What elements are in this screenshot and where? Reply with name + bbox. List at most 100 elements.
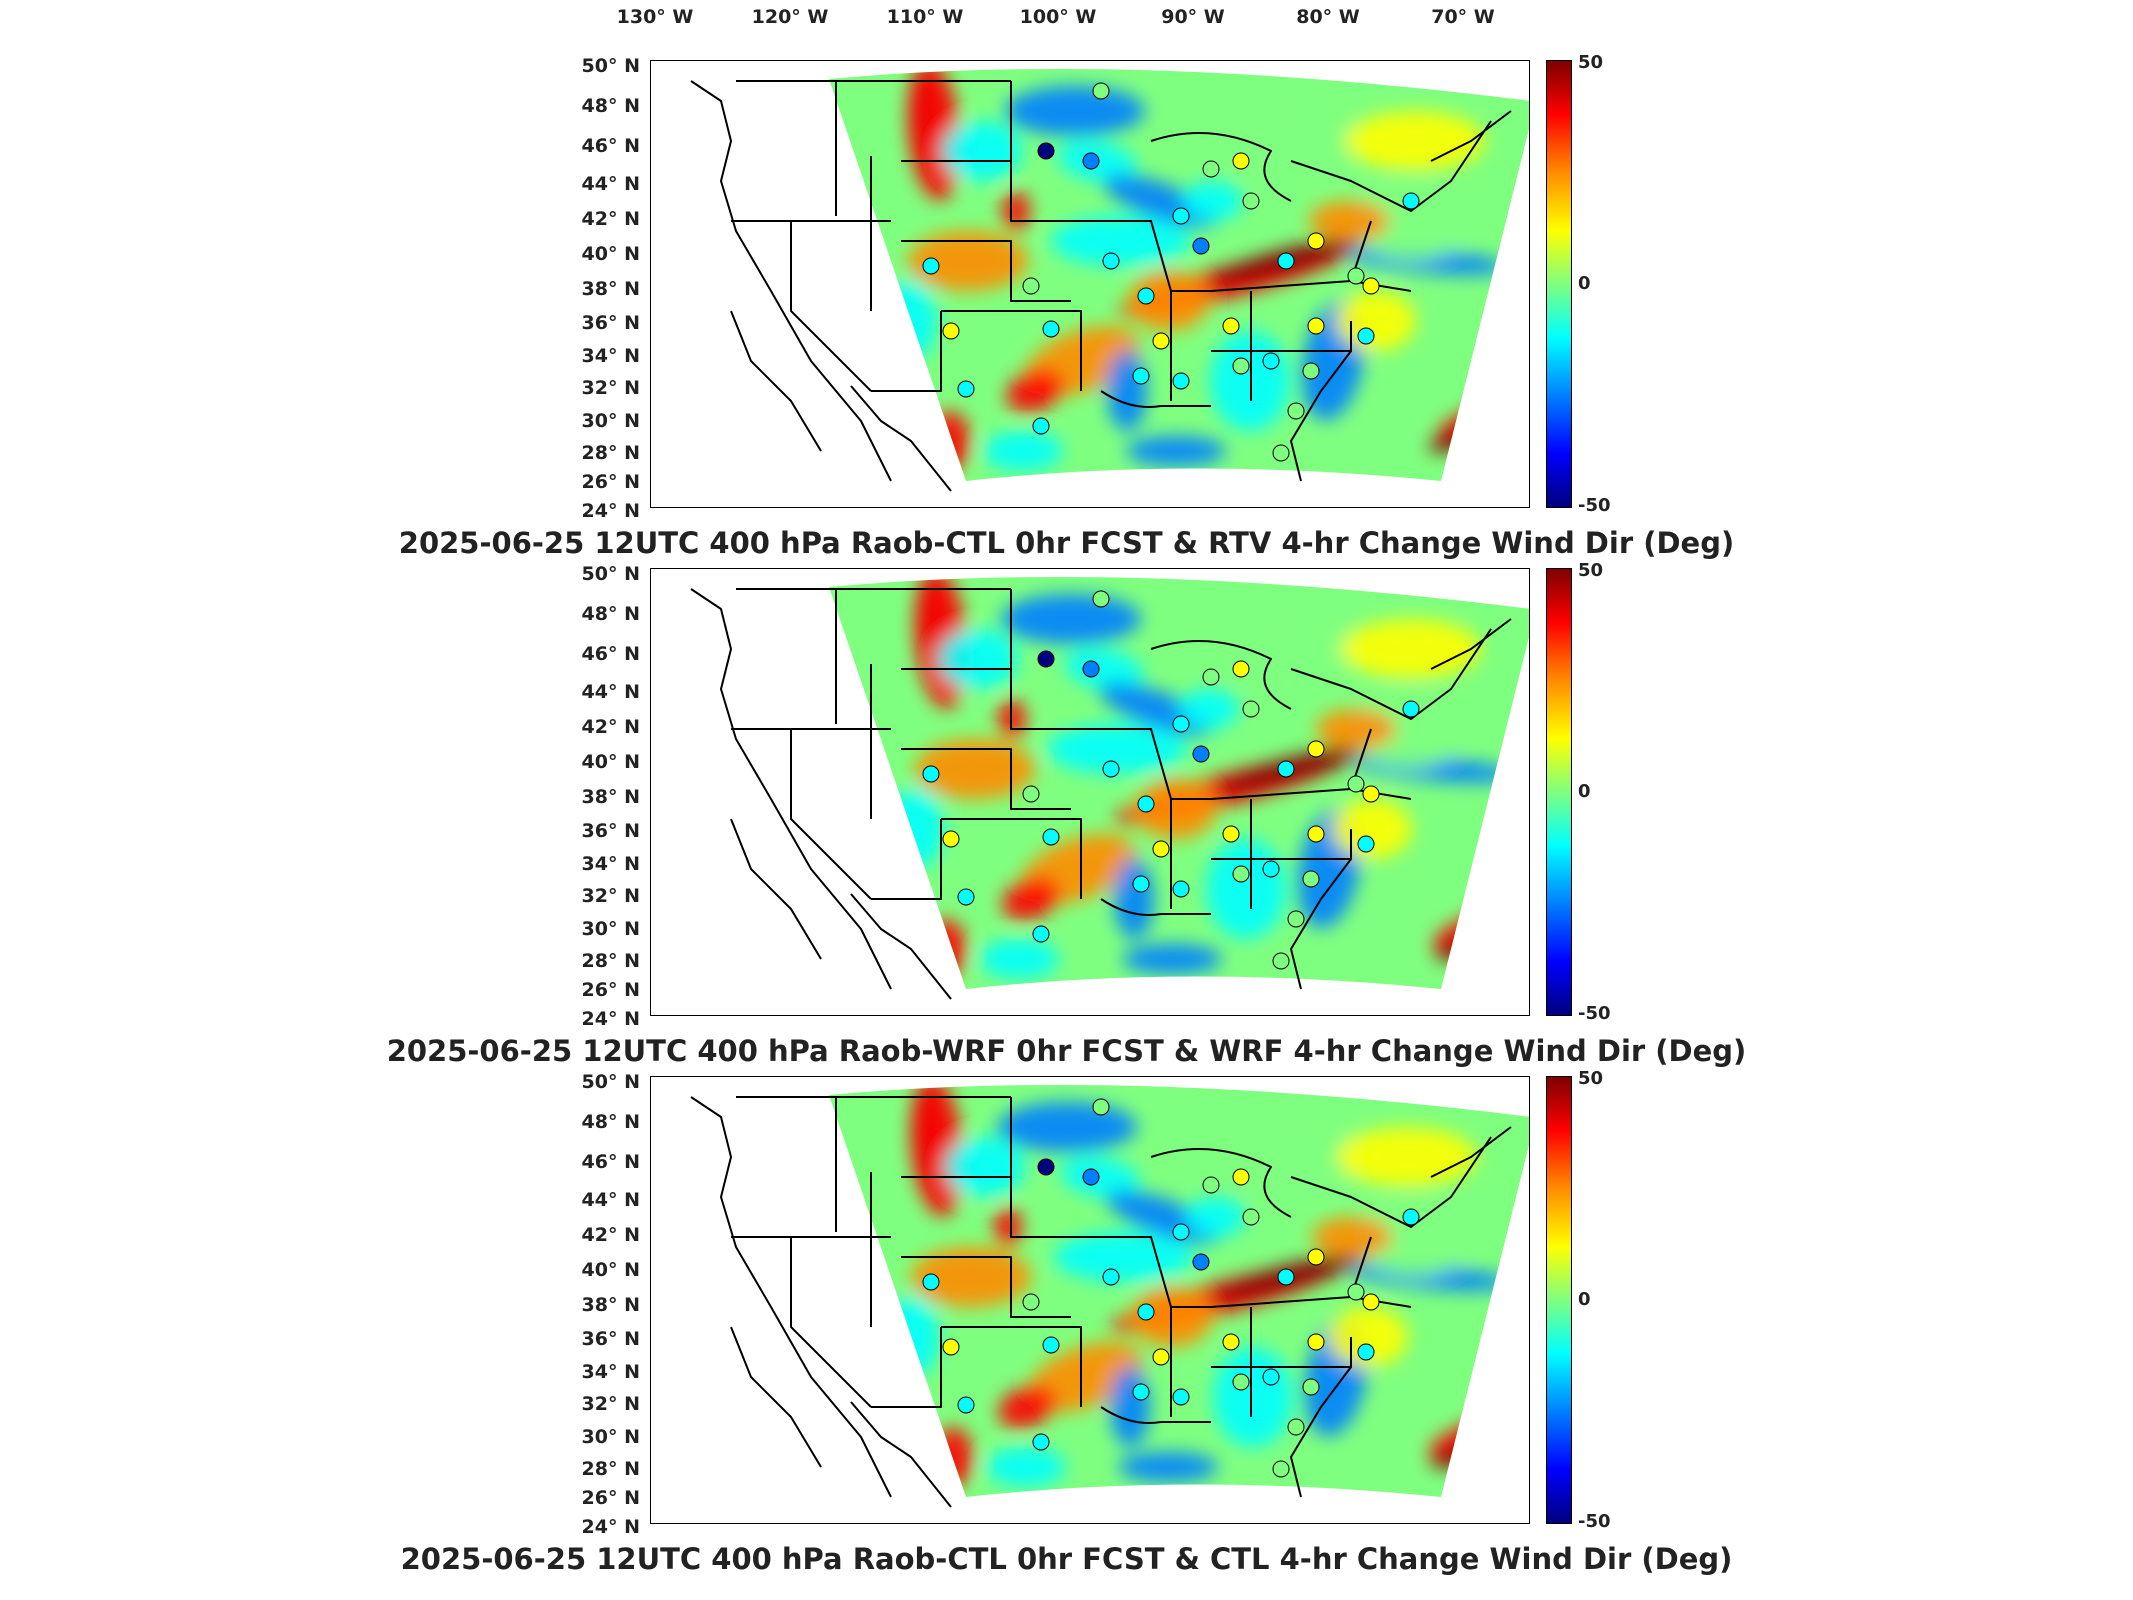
colorbar-max-label: 50 [1578, 560, 1604, 581]
station-marker [1032, 925, 1050, 943]
field-blob [1225, 1117, 1365, 1197]
boundary-line [790, 729, 872, 900]
lat-label: 38° N [581, 278, 640, 300]
boundary-line [790, 1237, 872, 1408]
boundary-line [730, 1326, 822, 1468]
boundary-line [941, 818, 1082, 899]
station-marker [1022, 785, 1040, 803]
station-marker [1307, 232, 1325, 250]
lat-label: 48° N [581, 603, 640, 625]
colorbar-max-label: 50 [1578, 52, 1604, 73]
field-blob [915, 739, 1035, 799]
field-blob [1341, 619, 1481, 679]
boundary-line [1290, 858, 1352, 990]
boundary-line [901, 1256, 1071, 1318]
lat-label: 48° N [581, 95, 640, 117]
station-marker [1232, 865, 1250, 883]
lat-label: 46° N [581, 135, 640, 157]
field-blob [945, 1137, 1025, 1197]
field-blob [1183, 181, 1243, 221]
station-marker [1232, 1373, 1250, 1391]
lat-label: 42° N [581, 208, 640, 230]
station-marker [1222, 1333, 1240, 1351]
station-marker [1347, 267, 1365, 285]
station-marker [1102, 252, 1120, 270]
lat-label: 28° N [581, 442, 640, 464]
station-marker [1277, 1268, 1295, 1286]
lat-label: 24° N [581, 1516, 640, 1538]
station-marker [1042, 320, 1060, 338]
boundary-line [850, 1401, 952, 1508]
field-blob [1129, 271, 1209, 331]
station-marker [1272, 1460, 1290, 1478]
field-blob [1001, 594, 1141, 644]
station-marker [1202, 668, 1220, 686]
lat-label: 46° N [581, 1151, 640, 1173]
lat-label: 30° N [581, 410, 640, 432]
map-frame [650, 568, 1530, 1016]
field-blob [1122, 944, 1222, 974]
station-marker [1102, 760, 1120, 778]
map-frame [650, 1076, 1530, 1524]
wind-direction-field [880, 1084, 1524, 1487]
station-marker [1037, 1158, 1055, 1176]
boundary-line [730, 818, 822, 960]
boundary-line [1081, 220, 1211, 292]
station-marker [1307, 1333, 1325, 1351]
station-marker [1232, 357, 1250, 375]
station-marker [1362, 1293, 1380, 1311]
lat-label: 24° N [581, 1008, 640, 1030]
boundary-line [1100, 390, 1211, 408]
station-marker [1362, 277, 1380, 295]
station-marker [1032, 1433, 1050, 1451]
boundary-line [690, 80, 892, 482]
field-blob [986, 1447, 1066, 1487]
field-blob [1316, 709, 1396, 749]
station-marker [1042, 1336, 1060, 1354]
station-marker [1262, 352, 1280, 370]
boundary-line [1081, 1236, 1211, 1308]
station-marker [1192, 1253, 1210, 1271]
station-marker [1082, 660, 1100, 678]
lat-label: 40° N [581, 243, 640, 265]
field-blob [930, 411, 970, 471]
station-marker [942, 1338, 960, 1356]
lat-label: 50° N [581, 1071, 640, 1093]
station-marker [1302, 1378, 1320, 1396]
colorbar-min-label: -50 [1578, 495, 1611, 516]
boundary-line [901, 1176, 1081, 1238]
station-marker [957, 380, 975, 398]
colorbar-min-label: -50 [1578, 1511, 1611, 1532]
field-blob [979, 939, 1059, 979]
field-blob [1179, 689, 1239, 729]
boundary-line [850, 893, 952, 1000]
boundary-line [1081, 728, 1211, 800]
field-blob [1114, 859, 1154, 939]
lat-label: 26° N [581, 979, 640, 1001]
field-blob [1001, 877, 1061, 921]
field-blob [908, 231, 1028, 291]
boundary-line [1290, 1366, 1352, 1498]
lat-label: 26° N [581, 1487, 640, 1509]
state-boundaries [690, 588, 1512, 1000]
station-marker [1242, 192, 1260, 210]
station-marker [1202, 1176, 1220, 1194]
lat-label: 48° N [581, 1111, 640, 1133]
station-marker [942, 830, 960, 848]
raob-stations [922, 1098, 1420, 1478]
station-marker [957, 888, 975, 906]
station-marker [1172, 1223, 1190, 1241]
field-blob [1312, 1217, 1392, 1257]
lat-label: 50° N [581, 55, 640, 77]
lat-label: 32° N [581, 377, 640, 399]
field-blob [997, 1102, 1137, 1152]
colorbar-mid-label: 0 [1578, 273, 1591, 294]
field-blob [1206, 839, 1286, 939]
field-blob [1351, 181, 1471, 261]
field-blob [877, 281, 937, 361]
lat-label: 28° N [581, 950, 640, 972]
colorbar-mid-label: 0 [1578, 781, 1591, 802]
boundary-line [901, 160, 1081, 222]
station-marker [1287, 910, 1305, 928]
lon-label-90w: 90° W [1161, 6, 1225, 28]
